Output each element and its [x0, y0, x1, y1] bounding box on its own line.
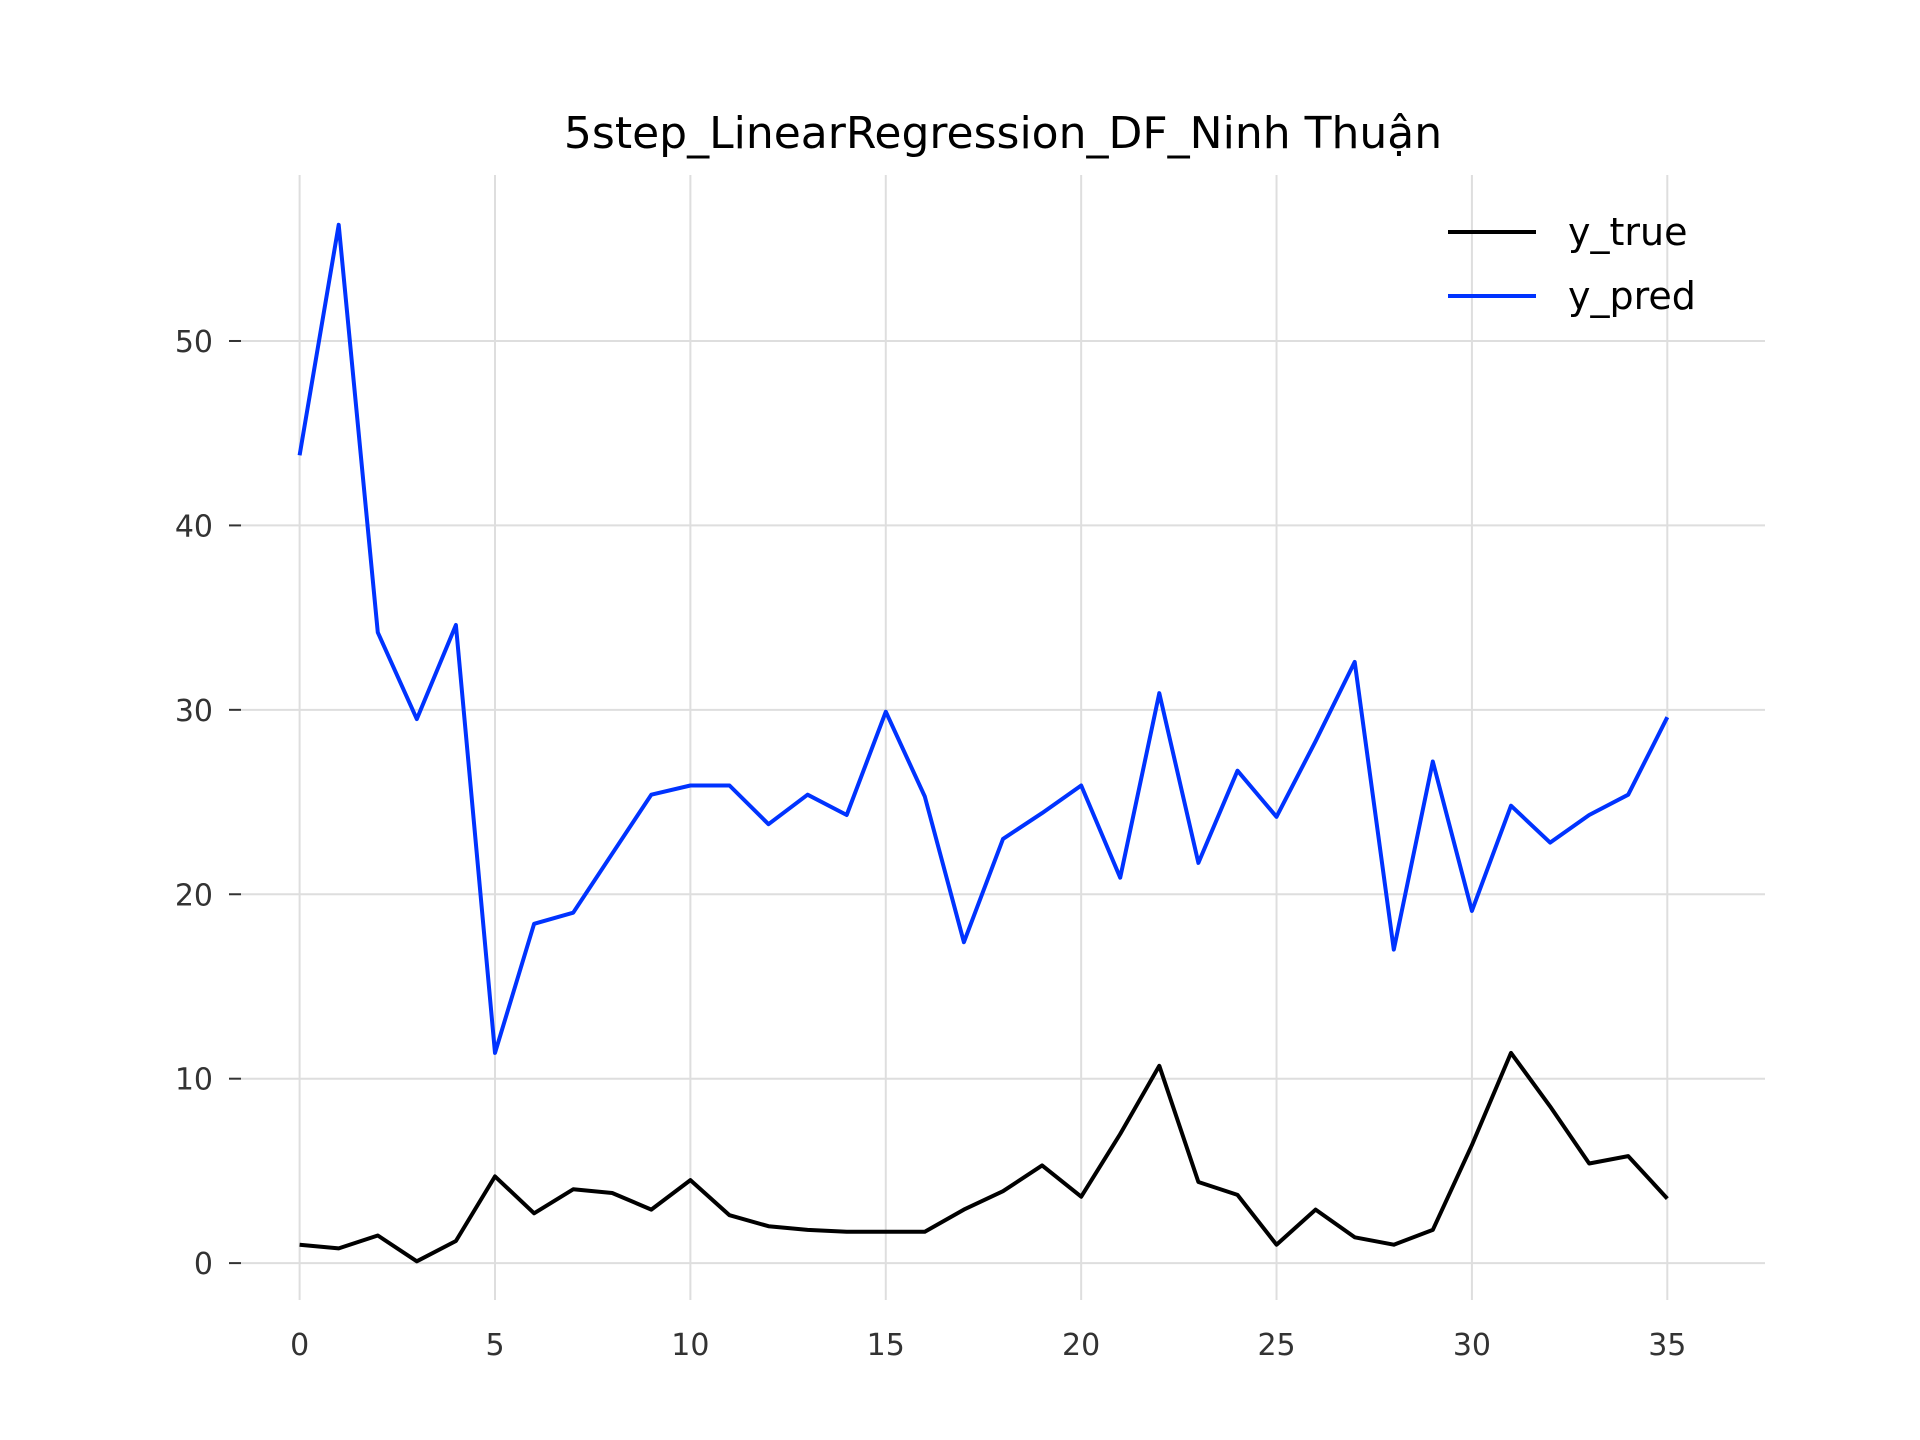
x-tick-label-5: 5 — [485, 1328, 504, 1363]
legend: y_true y_pred — [1448, 210, 1696, 318]
series-lines — [297, 222, 1670, 1264]
grid — [241, 175, 1765, 1300]
y-tick-label-30: 30 — [175, 694, 213, 729]
x-tick-label-30: 30 — [1453, 1328, 1491, 1363]
series-line-y_pred — [297, 222, 1670, 1055]
y-tick-label-40: 40 — [175, 509, 213, 544]
x-tick-label-25: 25 — [1257, 1328, 1295, 1363]
y-tick-label-0: 0 — [194, 1247, 213, 1282]
y-tick-label-10: 10 — [175, 1063, 213, 1098]
y-tick-label-50: 50 — [175, 325, 213, 360]
series-line-y_true — [299, 1050, 1669, 1264]
legend-label-y_pred: y_pred — [1568, 274, 1696, 318]
x-tick-label-15: 15 — [867, 1328, 905, 1363]
x-tick-label-10: 10 — [671, 1328, 709, 1363]
legend-label-y_true: y_true — [1568, 210, 1687, 254]
axis-ticks: 0 5 10 15 20 25 30 35 0 10 20 30 40 50 — [175, 325, 1687, 1363]
x-tick-label-35: 35 — [1648, 1328, 1686, 1363]
y-tick-label-20: 20 — [175, 878, 213, 913]
x-tick-label-0: 0 — [290, 1328, 309, 1363]
x-tick-label-20: 20 — [1062, 1328, 1100, 1363]
chart-title: 5step_LinearRegression_DF_Ninh Thuận — [564, 108, 1442, 159]
